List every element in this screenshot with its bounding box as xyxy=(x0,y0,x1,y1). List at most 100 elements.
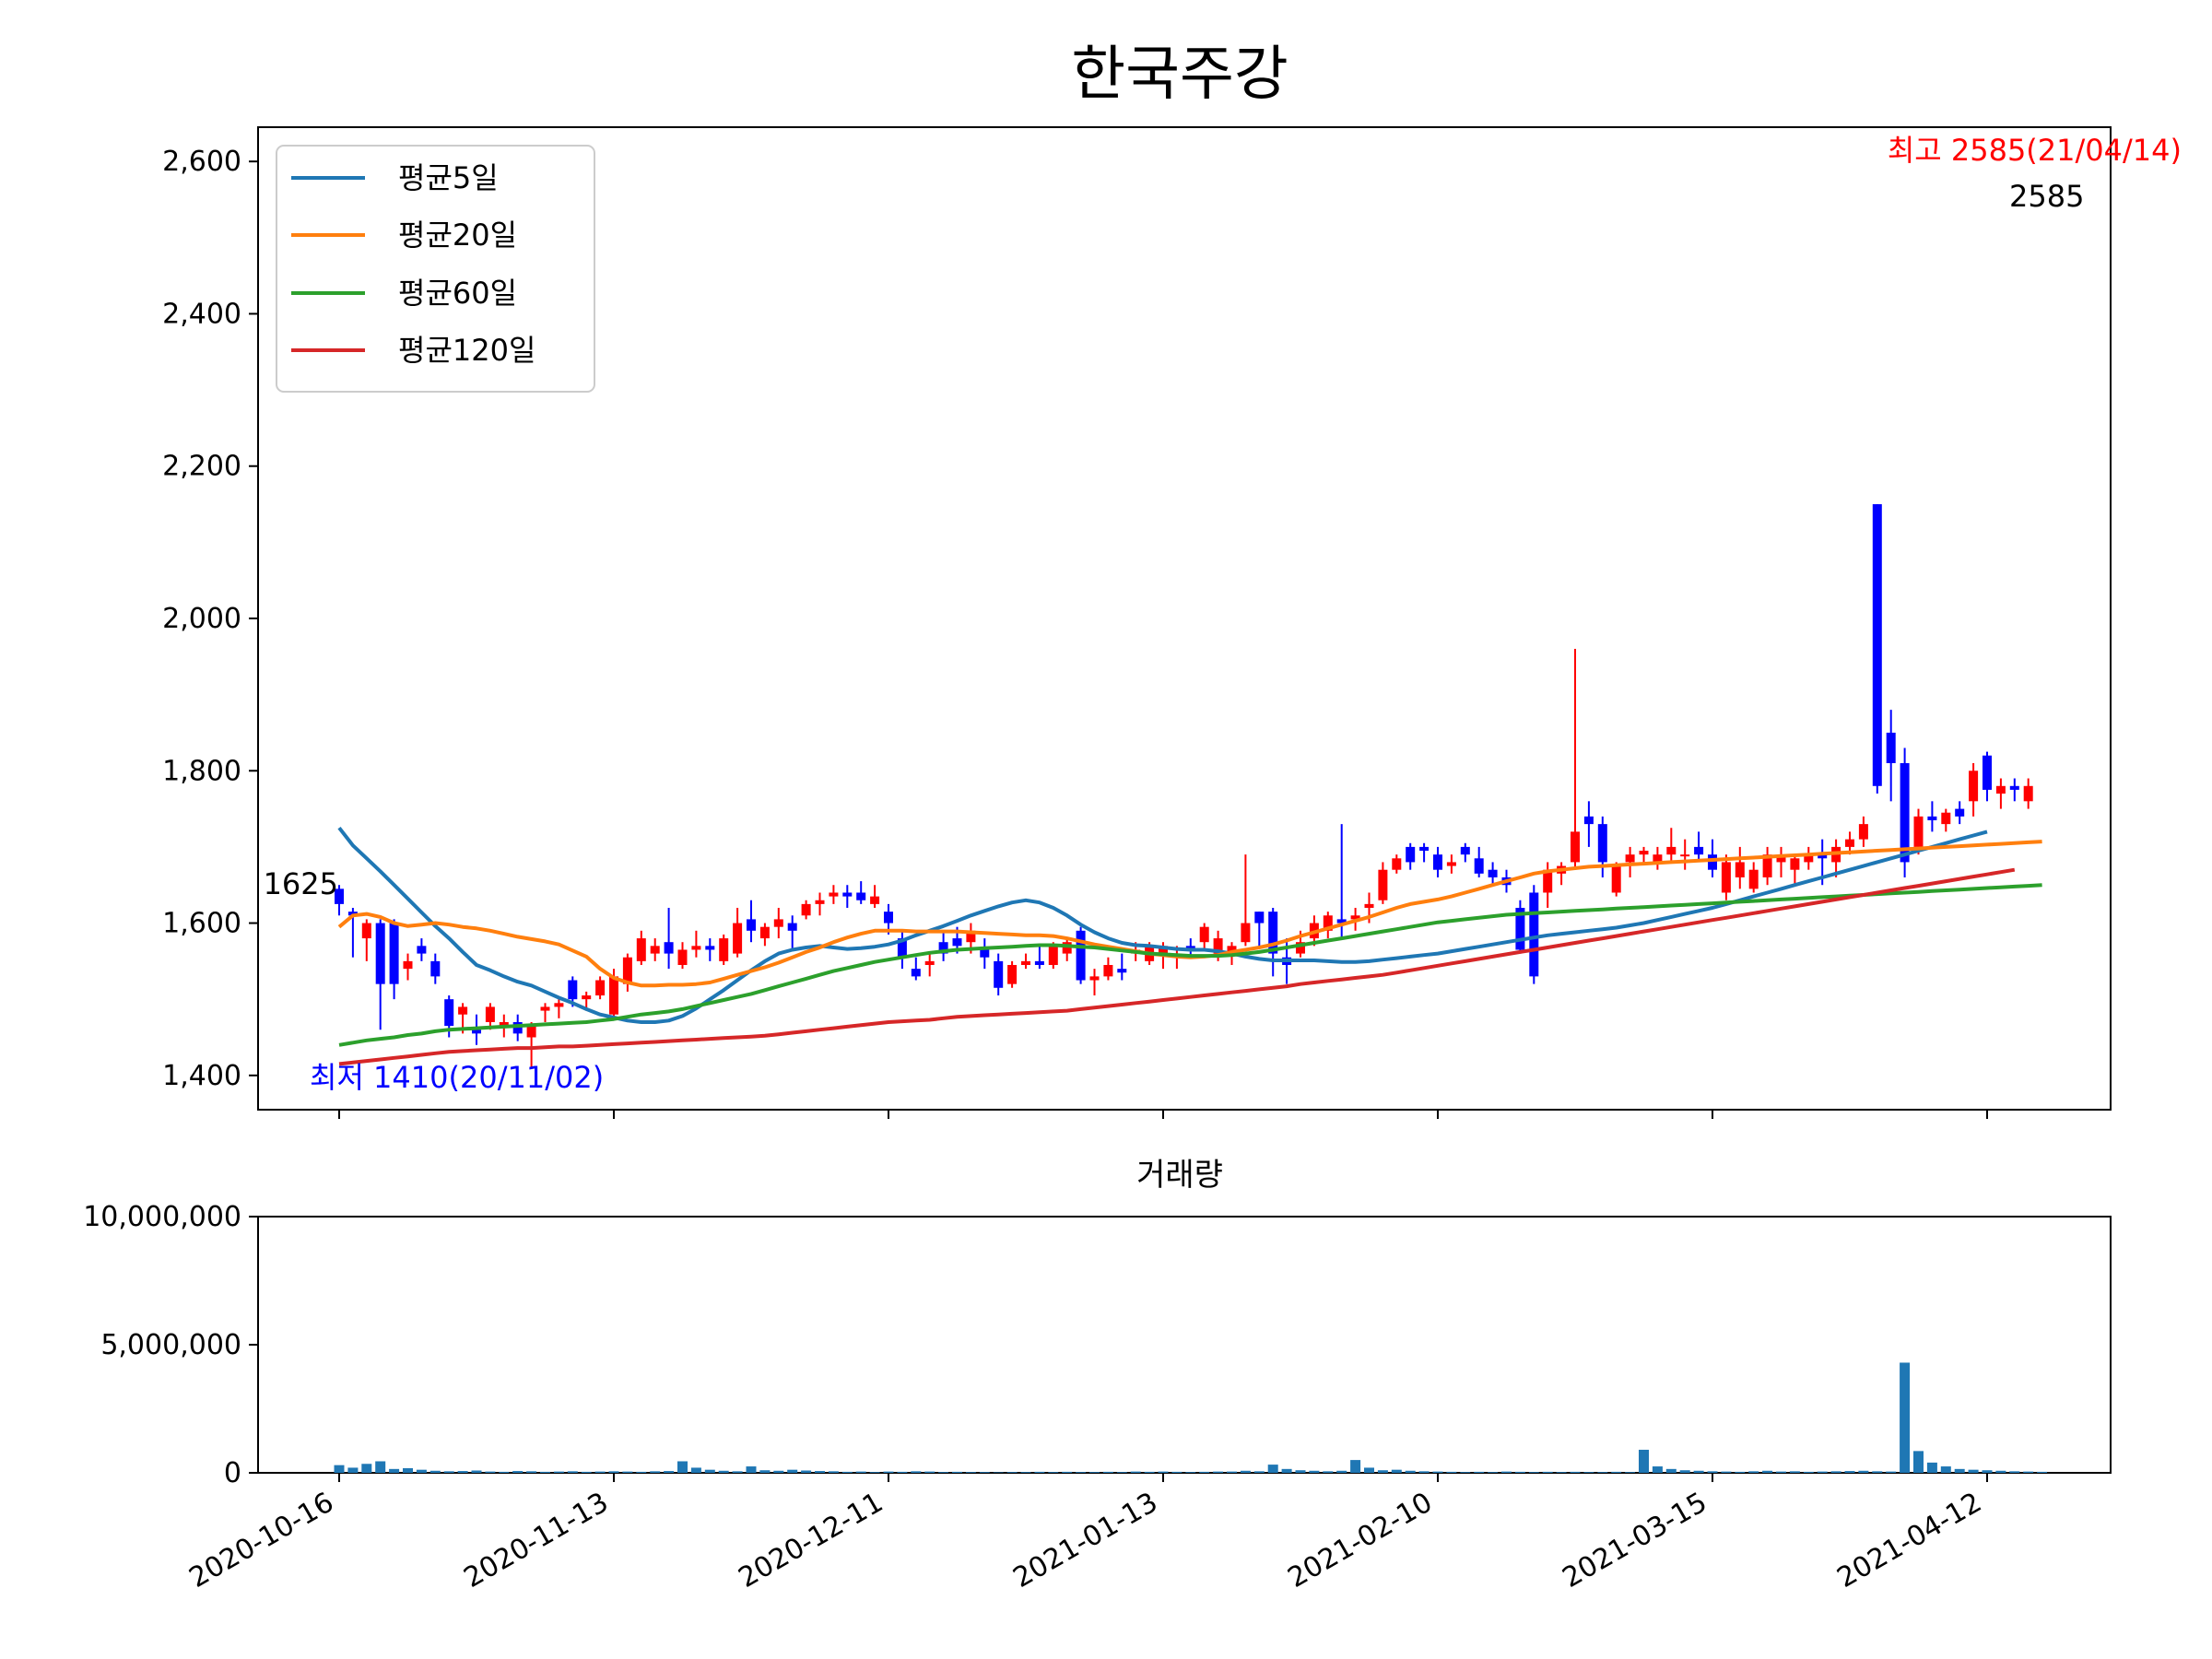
volume-bar xyxy=(1185,1472,1196,1473)
candle xyxy=(622,953,632,992)
price-plot xyxy=(335,504,2042,1068)
volume-bar xyxy=(801,1470,812,1473)
candle-body xyxy=(1254,912,1265,924)
volume-bar xyxy=(1570,1471,1581,1473)
volume-bar xyxy=(1514,1471,1525,1473)
candle xyxy=(1721,854,1731,900)
candle xyxy=(1941,808,1951,832)
volume-bar xyxy=(1940,1466,1951,1473)
volume-bar xyxy=(924,1471,935,1473)
candle-body xyxy=(1199,926,1209,943)
candle xyxy=(980,938,990,970)
candle xyxy=(1474,846,1484,877)
candle-body xyxy=(375,923,385,984)
volume-bar xyxy=(979,1472,990,1473)
candle xyxy=(994,953,1004,996)
candle-body xyxy=(1983,755,1992,790)
candle-body xyxy=(622,957,632,984)
candle-body xyxy=(1336,919,1347,924)
legend-entry-ma5: 평균5일 xyxy=(291,160,499,195)
volume-bar xyxy=(416,1469,427,1473)
candle xyxy=(911,957,921,981)
volume-bar xyxy=(746,1466,757,1473)
candle xyxy=(389,919,399,1000)
volume-bar xyxy=(1309,1470,1320,1473)
volume-bar xyxy=(732,1471,743,1473)
candle xyxy=(361,919,371,961)
volume-bar xyxy=(1872,1471,1883,1473)
candle xyxy=(1611,862,1621,897)
candle xyxy=(1323,912,1333,939)
chart-title: 한국주강 xyxy=(1071,41,1288,109)
candle xyxy=(747,900,756,943)
volume-bar xyxy=(622,1471,633,1473)
candle-body xyxy=(966,930,976,943)
candle-body xyxy=(1571,831,1580,863)
volume-bar xyxy=(883,1471,894,1473)
ma20-line xyxy=(337,840,2042,988)
volume-bar xyxy=(787,1469,798,1473)
candle xyxy=(1748,862,1759,893)
candle xyxy=(1446,854,1456,874)
volume-bar xyxy=(1583,1472,1594,1473)
candle xyxy=(1790,854,1800,886)
candle-body xyxy=(568,980,578,1000)
volume-bar xyxy=(1323,1471,1334,1473)
volume-bar xyxy=(828,1471,839,1473)
candle xyxy=(1858,816,1868,847)
candle-body xyxy=(1708,854,1717,870)
volume-bar xyxy=(1597,1472,1608,1473)
price-y-tick-label: 2,400 xyxy=(162,298,241,330)
candle-body xyxy=(1241,923,1251,943)
volume-bar xyxy=(1762,1470,1773,1473)
candle-body xyxy=(1433,854,1442,870)
volume-bar xyxy=(911,1471,922,1473)
candle-body xyxy=(924,960,935,965)
candle-body xyxy=(1694,846,1704,855)
ma60-line xyxy=(338,883,2042,1047)
volume-bar xyxy=(1954,1468,1965,1473)
candle xyxy=(595,976,606,1000)
volume-title: 거래량 xyxy=(1136,1157,1223,1194)
x-tick-label: 2021-04-12 xyxy=(1832,1487,1987,1594)
candle-body xyxy=(1927,816,1937,820)
candle xyxy=(1995,778,2006,809)
candle-body xyxy=(1529,892,1539,977)
candle-body xyxy=(719,938,729,961)
candle-body xyxy=(1474,858,1484,874)
candle xyxy=(924,953,935,977)
volume-bar xyxy=(334,1465,345,1473)
volume-bar xyxy=(1377,1470,1388,1473)
legend: 평균5일 평균20일 평균60일 평균120일 xyxy=(276,145,595,393)
candle-body xyxy=(1597,824,1607,863)
volume-bar xyxy=(1020,1472,1031,1473)
volume-bar xyxy=(1240,1470,1251,1473)
candle-body xyxy=(938,942,948,954)
volume-bar xyxy=(499,1471,510,1473)
candle xyxy=(512,1014,523,1041)
candle-body xyxy=(444,999,454,1027)
volume-bar xyxy=(1048,1472,1059,1473)
candle xyxy=(1776,846,1786,877)
candle xyxy=(2009,778,2019,802)
candle xyxy=(526,1021,536,1068)
volume-bar xyxy=(1488,1472,1499,1473)
candle xyxy=(1969,763,1979,817)
first-close-label: 1625 xyxy=(264,866,338,901)
candle xyxy=(1886,710,1896,802)
candle-body xyxy=(1213,938,1223,954)
candle xyxy=(1804,846,1814,870)
volume-bar xyxy=(1076,1472,1087,1473)
volume-plot xyxy=(334,1362,2048,1473)
candle xyxy=(1433,846,1442,877)
volume-y-tick-label: 10,000,000 xyxy=(83,1201,241,1233)
volume-bar xyxy=(1034,1471,1045,1473)
volume-bar xyxy=(443,1471,454,1473)
candle-body xyxy=(1583,816,1594,825)
candle-body xyxy=(1048,946,1058,965)
candle-body xyxy=(801,903,811,916)
volume-bar xyxy=(457,1471,468,1473)
volume-bar xyxy=(965,1472,976,1473)
candle-body xyxy=(1268,912,1278,954)
price-y-tick-label: 2,200 xyxy=(162,451,241,483)
